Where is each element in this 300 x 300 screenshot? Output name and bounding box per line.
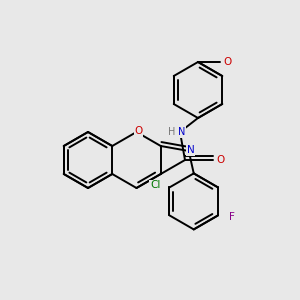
Text: O: O [224, 57, 232, 67]
Text: Cl: Cl [150, 180, 161, 190]
Text: N: N [187, 145, 195, 155]
Text: O: O [134, 126, 142, 136]
Text: F: F [229, 212, 235, 222]
Text: N: N [178, 127, 186, 137]
Text: H: H [168, 127, 176, 137]
Text: O: O [217, 155, 225, 165]
